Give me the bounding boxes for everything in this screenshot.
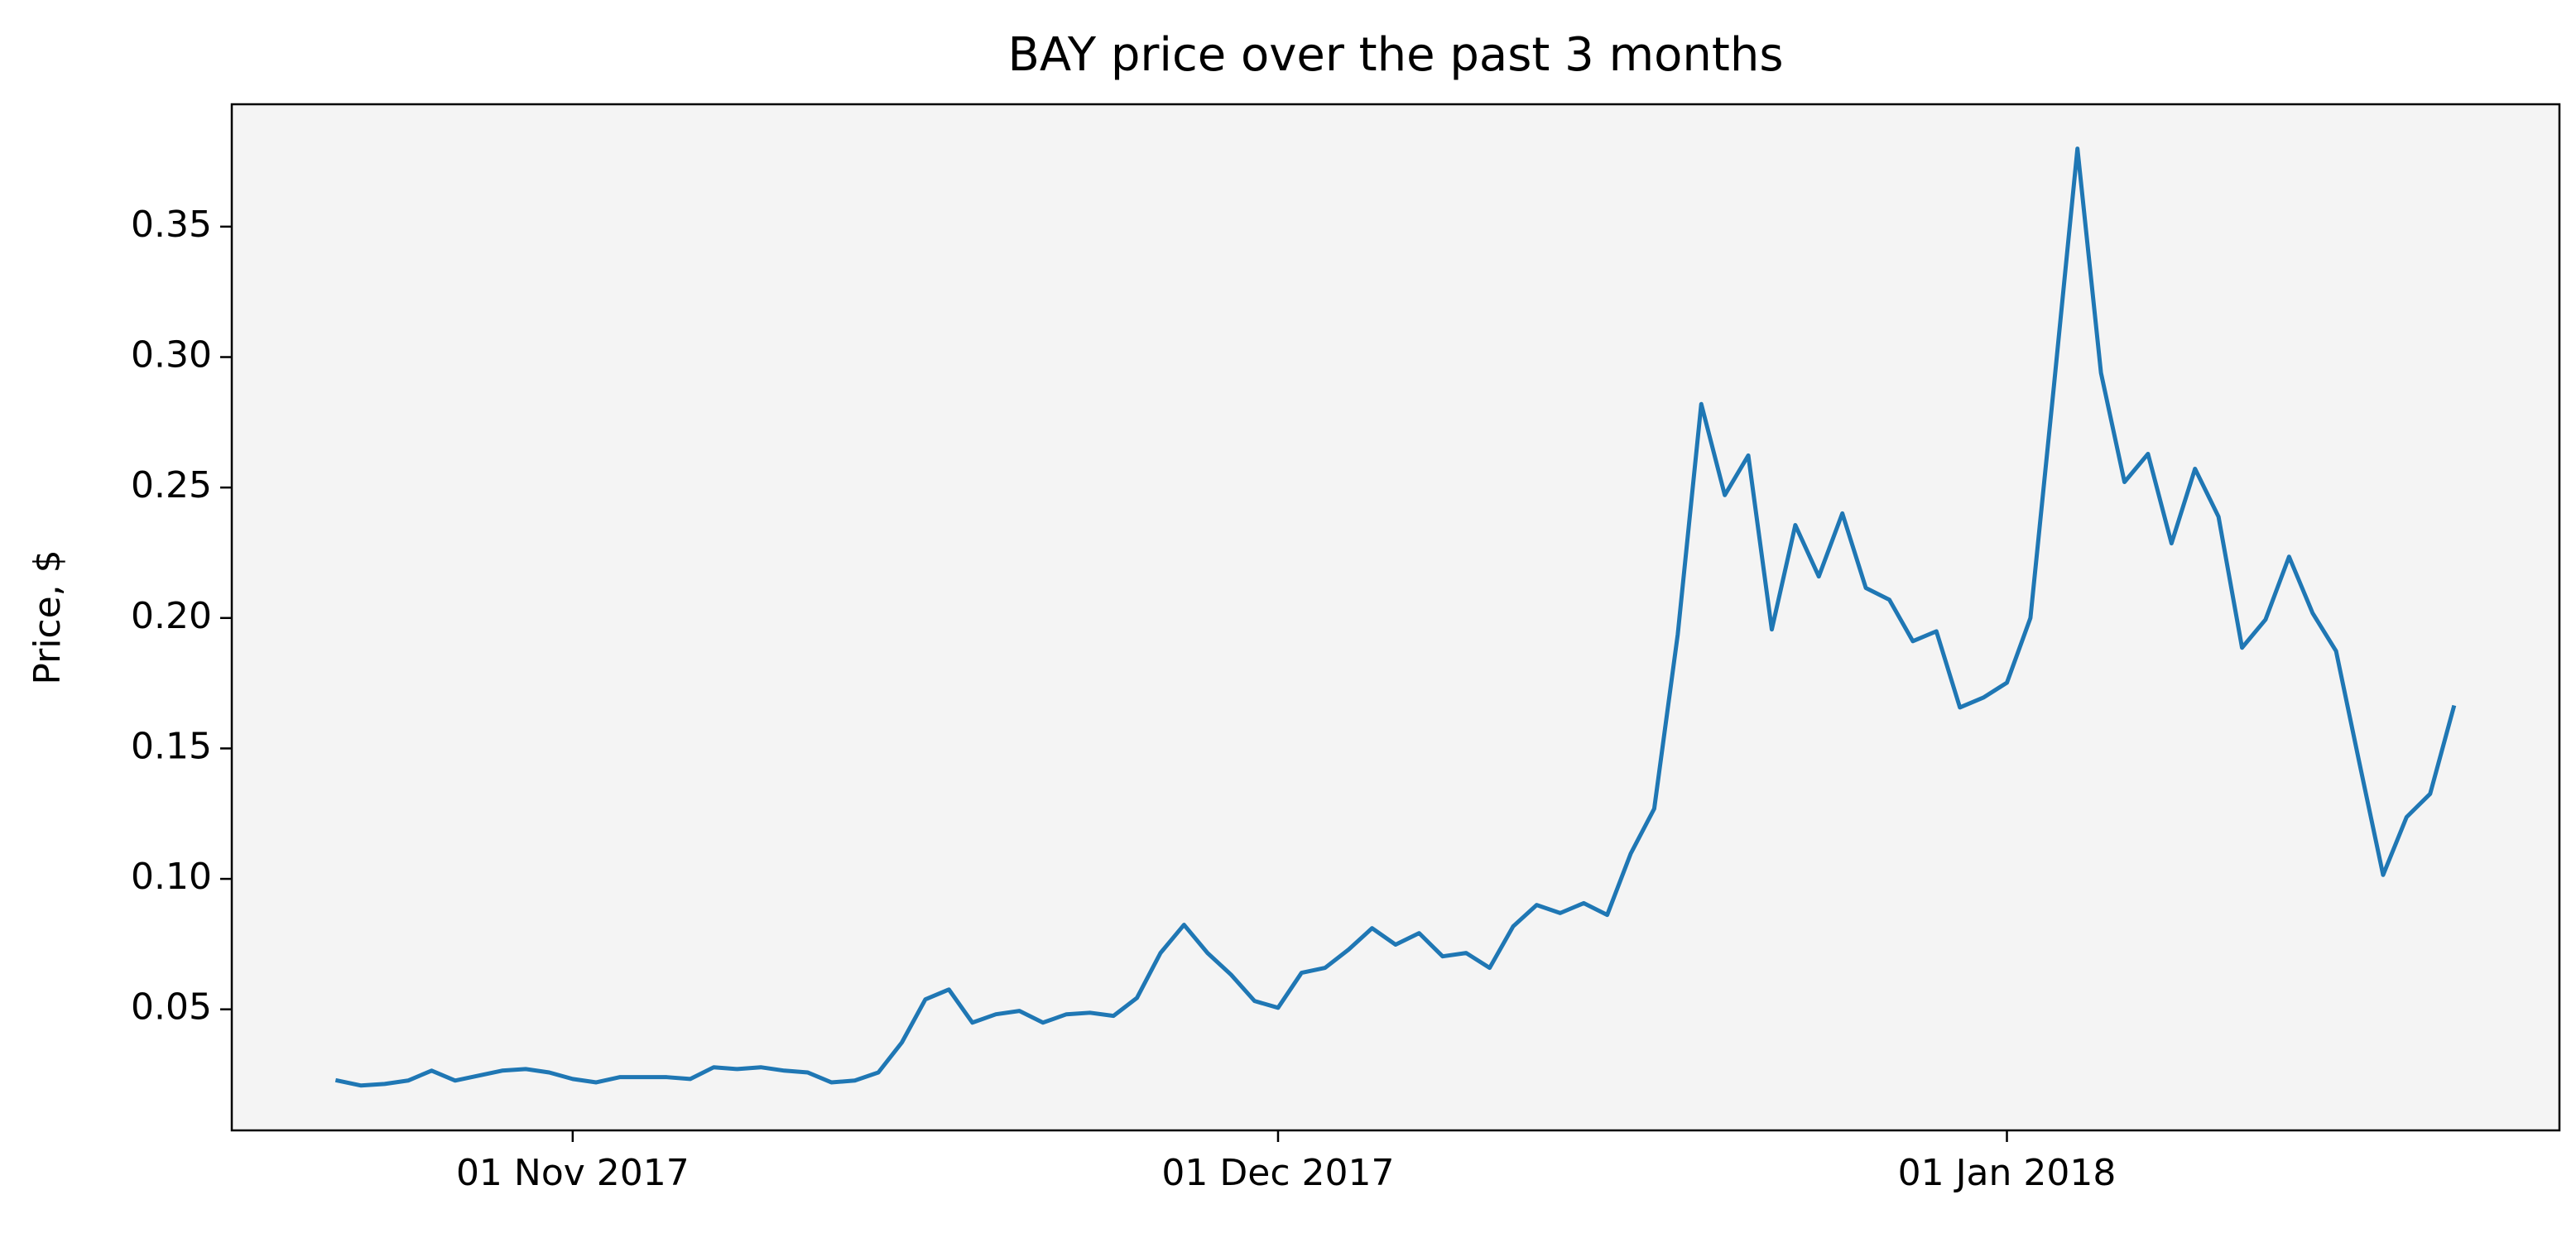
x-tick-label: 01 Nov 2017	[456, 1152, 690, 1194]
y-tick-label: 0.05	[131, 986, 212, 1029]
y-tick-label: 0.30	[131, 334, 212, 377]
x-tick-label: 01 Dec 2017	[1161, 1152, 1394, 1194]
axes-frame	[230, 103, 2561, 1132]
y-tick-label: 0.35	[131, 204, 212, 246]
y-tick-label: 0.25	[131, 464, 212, 506]
plot-background	[232, 104, 2559, 1130]
y-tick-label: 0.15	[131, 725, 212, 767]
y-tick-label: 0.20	[131, 595, 212, 637]
y-tick-label: 0.10	[131, 856, 212, 898]
price-line	[334, 146, 2457, 1088]
chart-title: BAY price over the past 3 months	[1007, 28, 1783, 82]
y-axis-label: Price, $	[26, 549, 69, 684]
x-tick-label: 01 Jan 2018	[1898, 1152, 2117, 1194]
